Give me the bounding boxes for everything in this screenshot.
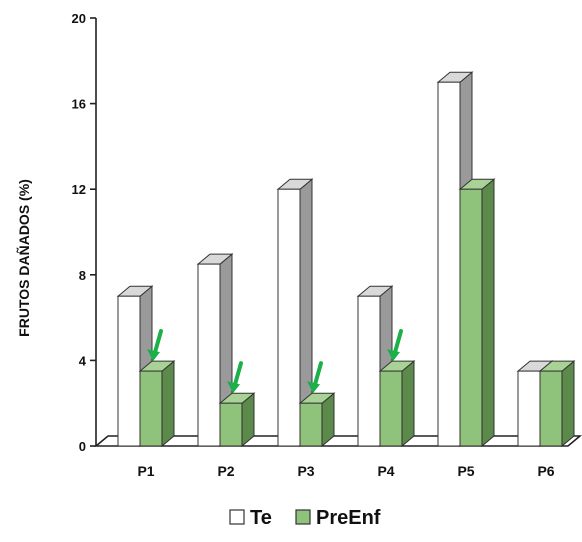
arrow-shaft	[392, 329, 403, 357]
y-tick-label: 12	[72, 182, 86, 197]
y-tick-label: 4	[79, 353, 87, 368]
bar-front	[139, 370, 163, 447]
legend-swatch	[229, 509, 245, 525]
x-axis-categories: P1 P2 P3 P4 P5 P6	[137, 463, 554, 479]
bar-front	[357, 295, 381, 447]
bar-side	[161, 360, 175, 448]
legend: Te PreEnf	[229, 507, 381, 529]
bar-front	[117, 295, 141, 447]
arrow-shaft	[232, 361, 243, 389]
down-arrow-icon	[387, 329, 403, 362]
y-axis: 0 4 8 12 16 20	[72, 11, 97, 454]
bar-P5-PreEnf	[458, 178, 496, 448]
bar-front	[459, 188, 483, 447]
y-tick-label: 16	[72, 97, 86, 112]
bar-front	[437, 81, 461, 447]
y-tick-label: 0	[79, 439, 86, 454]
category-label: P6	[537, 463, 554, 479]
bar-P2-Te	[196, 253, 234, 448]
bar-front	[277, 188, 301, 447]
bar-side	[401, 360, 415, 448]
bar-front	[539, 370, 563, 447]
legend-item-Te: Te	[229, 507, 272, 529]
category-label: P3	[297, 463, 314, 479]
bars	[116, 71, 576, 448]
annotation-arrows	[147, 329, 403, 394]
bar-front	[197, 263, 221, 447]
bar-side	[481, 178, 495, 448]
bar-side	[561, 360, 575, 448]
bar-P6-PreEnf	[538, 360, 576, 448]
down-arrow-icon	[307, 361, 323, 394]
bar-front	[219, 402, 243, 447]
y-tick-label: 20	[72, 11, 86, 26]
arrow-shaft	[312, 361, 323, 389]
category-label: P4	[377, 463, 394, 479]
down-arrow-icon	[227, 361, 243, 394]
bar-front	[299, 402, 323, 447]
bar-P4-PreEnf	[378, 360, 416, 448]
category-label: P1	[137, 463, 154, 479]
bar-P3-Te	[276, 178, 314, 448]
bar-P2-PreEnf	[218, 392, 256, 448]
y-tick-label: 8	[79, 268, 86, 283]
category-label: P2	[217, 463, 234, 479]
bar-front	[379, 370, 403, 447]
arrow-head	[387, 349, 400, 362]
arrow-head	[307, 381, 320, 394]
category-label: P5	[457, 463, 474, 479]
y-axis-label: FRUTOS DAÑADOS (%)	[15, 179, 32, 337]
bar-P3-PreEnf	[298, 392, 336, 448]
legend-label: Te	[250, 507, 272, 529]
arrow-head	[227, 381, 240, 394]
arrow-head	[147, 349, 160, 362]
down-arrow-icon	[147, 329, 163, 362]
legend-item-PreEnf: PreEnf	[295, 507, 381, 529]
legend-label: PreEnf	[316, 507, 381, 529]
bar-P1-PreEnf	[138, 360, 176, 448]
bar-front	[517, 370, 541, 447]
legend-swatch	[295, 509, 311, 525]
arrow-shaft	[152, 329, 163, 357]
